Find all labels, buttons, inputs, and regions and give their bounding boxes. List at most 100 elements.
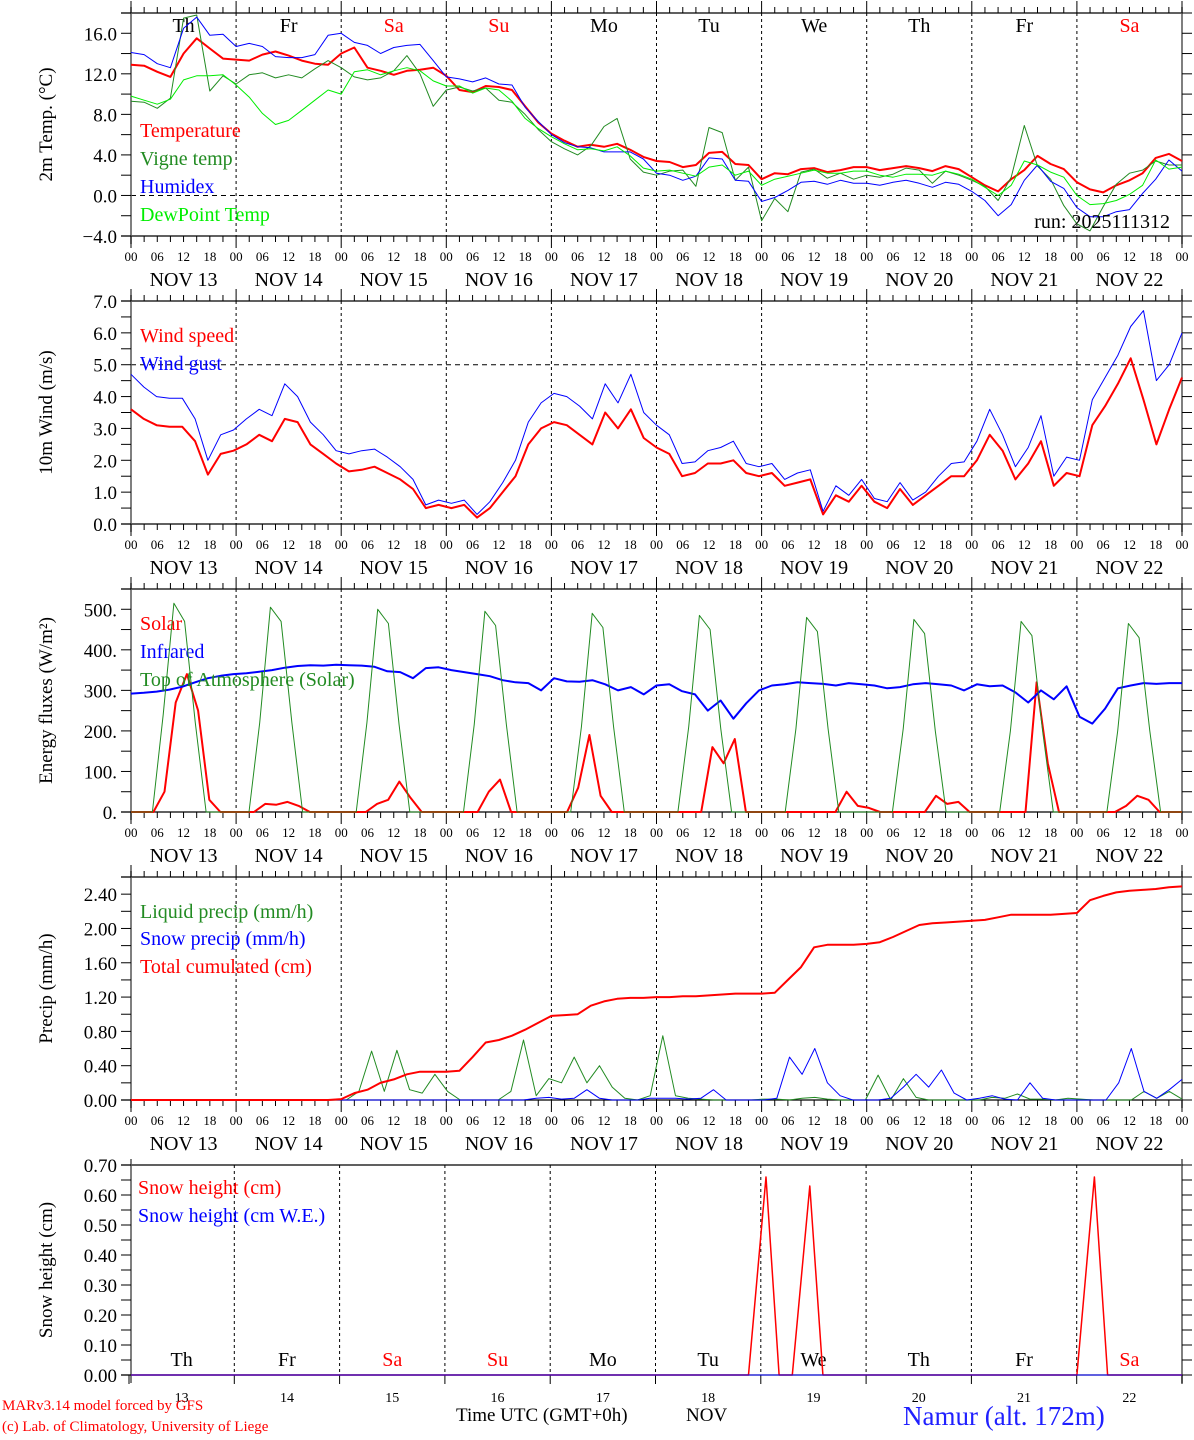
x-date-label: NOV 22 [1095,557,1163,579]
x-date-label: NOV 17 [570,269,638,291]
weekday-label: Mo [589,1349,617,1371]
footer-model: MARv3.14 model forced by GFS [2,1398,204,1414]
weekday-label: Tu [698,15,720,37]
x-hour-label: 06 [151,1113,165,1128]
y-tick-label: 2.40 [84,885,117,906]
x-hour-label: 06 [1097,1113,1111,1128]
x-hour-label: 12 [913,537,926,552]
x-hour-label: 18 [624,1113,637,1128]
x-hour-label: 12 [913,1113,926,1128]
time-axis-label: Time UTC (GMT+0h) [456,1405,628,1426]
legend-entry: Top of Atmosphere (Solar) [140,669,355,691]
x-hour-label: 18 [308,1113,321,1128]
x-date-label: NOV 20 [885,269,953,291]
snow-panel: 0.00 0.10 0.20 0.30 0.40 0.50 0.60 0.70 Snow hei… [36,1156,1192,1406]
x-date-label: NOV 15 [360,269,428,291]
x-hour-label: 18 [519,537,532,552]
x-hour-label: 00 [335,249,348,264]
series-line-top-of-atmosphere-solar [131,602,1182,813]
x-hour-label: 06 [361,825,375,840]
x-hour-label: 18 [519,1113,532,1128]
x-hour-label: 00 [755,249,768,264]
x-date-label: NOV 19 [780,845,848,867]
run-annotation: run: 2025111312 [1034,211,1170,233]
y-tick-label: 0.30 [84,1276,117,1297]
legend-entry: Infrared [140,641,204,663]
x-hour-label: 12 [177,249,190,264]
x-hour-label: 06 [466,537,480,552]
series-line-humidex [130,16,1183,218]
x-hour-label: 00 [1070,1113,1083,1128]
x-hour-label: 12 [387,1113,400,1128]
station-label: Namur (alt. 172m) [903,1401,1105,1431]
x-hour-label: 06 [571,825,585,840]
x-hour-label: 12 [597,249,610,264]
y-tick-label: 300. [84,681,117,702]
x-hour-label: 12 [808,825,821,840]
x-hour-label: 00 [965,249,978,264]
series-line-snow-height-cm [131,1176,1182,1376]
x-hour-label: 18 [1149,825,1162,840]
x-hour-label: 18 [308,825,321,840]
x-date-label: NOV 19 [780,1133,848,1155]
x-hour-label: 18 [624,825,637,840]
x-hour-label: 18 [624,537,637,552]
x-hour-label: 00 [755,1113,768,1128]
x-date-label: NOV 17 [570,557,638,579]
x-date-label: NOV 21 [990,557,1058,579]
x-day-number: 14 [280,1391,294,1406]
x-hour-label: 00 [755,537,768,552]
y-tick-label: 0.0 [93,186,117,207]
y-axis-label: 10m Wind (m/s) [36,350,57,475]
x-hour-label: 06 [781,1113,795,1128]
precip-panel: 0.00 0.40 0.80 1.20 1.60 2.00 2.40 Precip (mm/h… [36,865,1192,1155]
y-tick-label: 0.0 [93,515,117,536]
x-hour-label: 12 [177,537,190,552]
x-date-label: NOV 16 [465,557,533,579]
x-date-label: NOV 14 [255,845,323,867]
weekday-label: Su [487,1349,508,1371]
y-axis-label: 2m Temp. (°C) [36,67,57,181]
x-hour-label: 12 [387,249,400,264]
x-hour-label: 18 [729,825,742,840]
y-tick-label: 4.0 [93,146,117,167]
x-hour-label: 18 [1149,249,1162,264]
y-tick-label: 0.80 [84,1022,117,1043]
x-hour-label: 18 [414,249,427,264]
x-hour-label: 00 [440,249,453,264]
y-tick-label: 6.0 [93,324,117,345]
y-tick-label: 1.60 [84,954,117,975]
x-hour-label: 12 [808,1113,821,1128]
x-date-label: NOV 21 [990,269,1058,291]
x-hour-label: 18 [939,537,952,552]
x-hour-label: 00 [965,1113,978,1128]
y-tick-label: 0.00 [84,1366,117,1387]
x-hour-label: 00 [440,825,453,840]
y-tick-label: 0.70 [84,1156,117,1177]
x-hour-label: 18 [624,249,637,264]
x-hour-label: 12 [1123,537,1136,552]
x-hour-label: 06 [466,825,480,840]
weekday-label: Sa [1119,15,1139,37]
x-date-label: NOV 20 [885,1133,953,1155]
x-hour-label: 18 [203,1113,216,1128]
y-tick-label: 16.0 [84,24,117,45]
x-day-number: 15 [385,1391,399,1406]
x-hour-label: 06 [151,537,165,552]
weekday-label: Sa [382,1349,402,1371]
y-tick-label: 100. [84,762,117,783]
x-hour-label: 12 [282,825,295,840]
x-hour-label: 06 [571,249,585,264]
x-hour-label: 00 [1070,249,1083,264]
x-hour-label: 12 [387,537,400,552]
series-line-wind-speed [130,357,1183,519]
y-tick-label: 2.00 [84,919,117,940]
x-hour-label: 18 [308,249,321,264]
x-hour-label: 00 [125,1113,138,1128]
y-tick-label: 12.0 [84,65,117,86]
x-hour-label: 12 [913,249,926,264]
x-hour-label: 06 [992,537,1006,552]
x-hour-label: 12 [703,537,716,552]
x-hour-label: 12 [703,825,716,840]
